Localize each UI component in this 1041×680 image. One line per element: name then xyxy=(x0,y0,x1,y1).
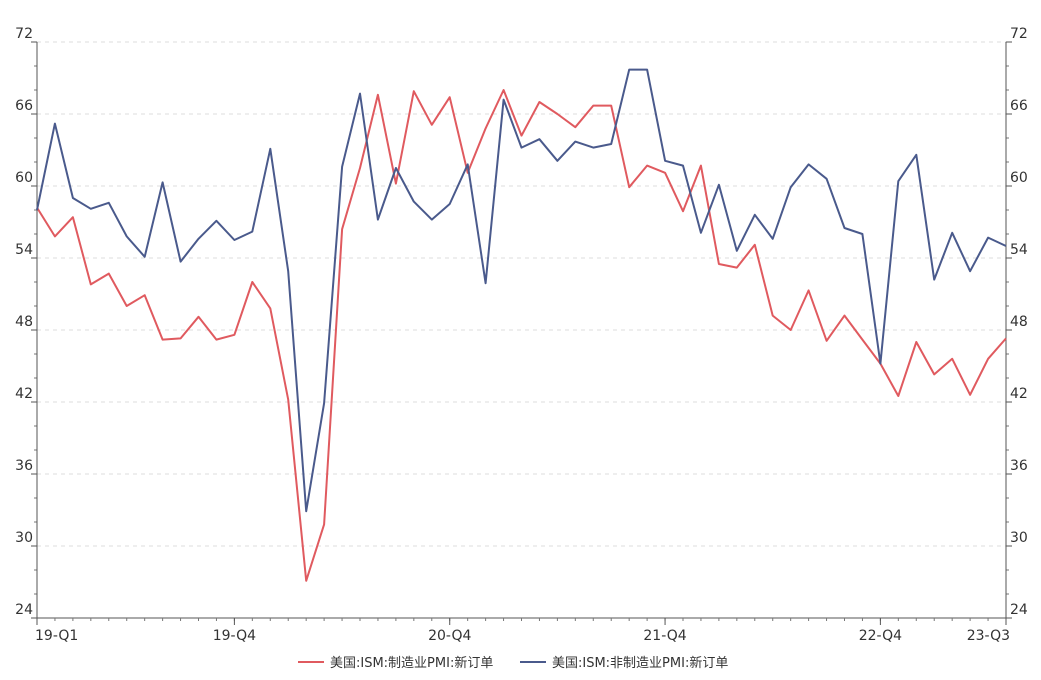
y-tick-label-left: 36 xyxy=(15,458,33,474)
series-lines xyxy=(36,68,1007,582)
grid-lines xyxy=(37,41,1006,547)
x-tick-label: 19-Q1 xyxy=(35,628,78,644)
y-tick-label-right: 24 xyxy=(1010,602,1028,618)
legend-label-1: 美国:ISM:制造业PMI:新订单 xyxy=(330,655,493,671)
y-tick-label-right: 72 xyxy=(1010,26,1028,42)
x-tick-label: 23-Q3 xyxy=(967,628,1010,644)
legend: 美国:ISM:制造业PMI:新订单 美国:ISM:非制造业PMI:新订单 xyxy=(298,655,728,671)
x-tick-label: 21-Q4 xyxy=(643,628,686,644)
series-line-2 xyxy=(36,68,1007,513)
y-tick-label-left: 60 xyxy=(15,170,33,186)
y-tick-label-left: 24 xyxy=(15,602,33,618)
y-tick-label-left: 48 xyxy=(15,314,33,330)
y-tick-label-right: 60 xyxy=(1010,170,1028,186)
x-tick-label: 22-Q4 xyxy=(859,628,902,644)
y-tick-label-right: 30 xyxy=(1010,530,1028,546)
y-tick-label-left: 42 xyxy=(15,386,33,402)
y-tick-label-left: 72 xyxy=(15,26,33,42)
x-tick-label: 20-Q4 xyxy=(428,628,471,644)
y-tick-label-left: 54 xyxy=(15,242,33,258)
y-tick-label-right: 36 xyxy=(1010,458,1028,474)
legend-label-2: 美国:ISM:非制造业PMI:新订单 xyxy=(552,655,728,671)
y-tick-label-right: 54 xyxy=(1010,242,1028,258)
y-tick-label-left: 30 xyxy=(15,530,33,546)
y-tick-label-right: 42 xyxy=(1010,386,1028,402)
y-tick-label-right: 66 xyxy=(1010,98,1028,114)
y-tick-label-right: 48 xyxy=(1010,314,1028,330)
axes xyxy=(31,41,1012,625)
series-line-1 xyxy=(36,89,1007,582)
tick-labels: 24 24 30 30 36 36 42 42 48 48 54 54 60 60 66 66 72 72 19-Q… xyxy=(15,26,1028,644)
x-tick-label: 19-Q4 xyxy=(213,628,256,644)
y-tick-label-left: 66 xyxy=(15,98,33,114)
